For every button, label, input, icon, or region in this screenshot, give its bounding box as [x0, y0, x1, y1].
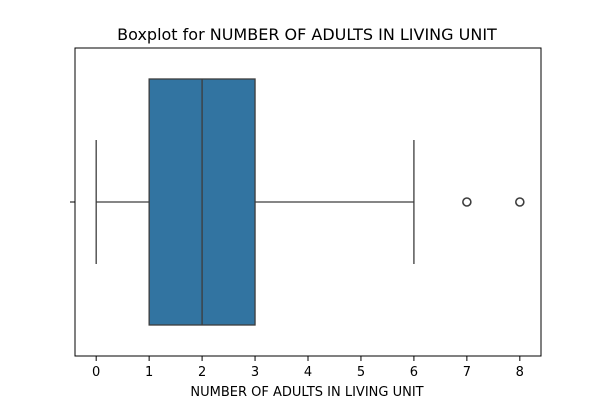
x-tick-label: 2	[198, 365, 206, 380]
x-tick-label: 5	[357, 365, 365, 380]
x-tick-label: 8	[516, 365, 524, 380]
chart-title: Boxplot for NUMBER OF ADULTS IN LIVING U…	[117, 25, 497, 44]
x-tick-label: 7	[463, 365, 471, 380]
x-axis: 0 1 2 3 4 5 6 7 8	[92, 356, 524, 380]
outlier-point	[462, 197, 472, 207]
x-tick-label: 3	[251, 365, 259, 380]
plot-area	[95, 78, 525, 326]
outlier-point	[515, 197, 525, 207]
x-tick-label: 0	[92, 365, 100, 380]
x-axis-label: NUMBER OF ADULTS IN LIVING UNIT	[190, 385, 423, 400]
x-tick-label: 1	[145, 365, 153, 380]
x-tick-label: 6	[410, 365, 418, 380]
x-tick-label: 4	[304, 365, 312, 380]
